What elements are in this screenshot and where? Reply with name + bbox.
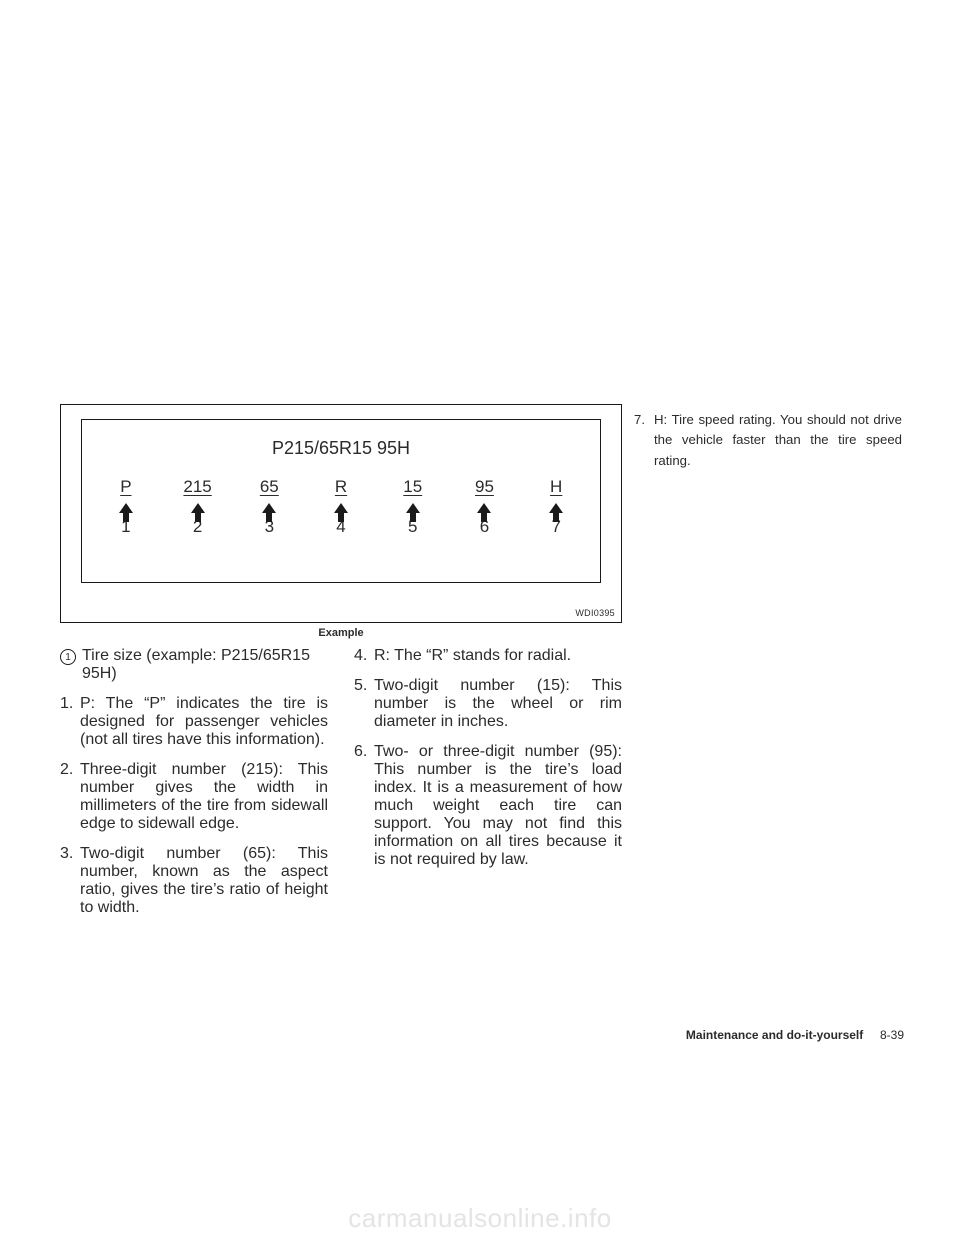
item-number: 2. xyxy=(60,761,80,833)
tire-part: 215 xyxy=(162,477,234,497)
footer-page: 8-39 xyxy=(880,1028,904,1042)
column-1: 1 Tire size (example: P215/65R15 95H) 1.… xyxy=(60,647,328,929)
footer-section: Maintenance and do-it-yourself xyxy=(686,1028,863,1042)
lead-text: Tire size (example: P215/65R15 95H) xyxy=(82,647,328,683)
list-item: 6. Two- or three-digit number (95): This… xyxy=(354,743,622,869)
arrow-up-icon xyxy=(520,503,592,513)
arrow-up-icon xyxy=(90,503,162,513)
tire-part: 15 xyxy=(377,477,449,497)
item-text: P: The “P” indicates the tire is designe… xyxy=(80,695,328,749)
figure-inner-border: P215/65R15 95H P 215 65 R 15 95 H xyxy=(81,419,601,583)
tire-part: 95 xyxy=(449,477,521,497)
arrow-up-icon xyxy=(449,503,521,513)
list-item: 4. R: The “R” stands for radial. xyxy=(354,647,622,665)
item-text: R: The “R” stands for radial. xyxy=(374,647,622,665)
text-columns: 1 Tire size (example: P215/65R15 95H) 1.… xyxy=(60,647,622,929)
tire-part: R xyxy=(305,477,377,497)
item-number: 7. xyxy=(634,410,654,471)
arrow-up-icon xyxy=(233,503,305,513)
watermark: carmanualsonline.info xyxy=(0,1203,960,1234)
figure-code: WDI0395 xyxy=(575,608,615,618)
tire-part: H xyxy=(520,477,592,497)
figure-outer-border: P215/65R15 95H P 215 65 R 15 95 H xyxy=(60,404,622,623)
list-item: 5. Two-digit number (15): This number is… xyxy=(354,677,622,731)
list-item: 3. Two-digit number (65): This number, k… xyxy=(60,845,328,917)
page-footer: Maintenance and do-it-yourself 8-39 xyxy=(686,1028,904,1042)
item-text: H: Tire speed rating. You should not dri… xyxy=(654,410,902,471)
tire-part: P xyxy=(90,477,162,497)
item-number: 1. xyxy=(60,695,80,749)
arrow-up-icon xyxy=(162,503,234,513)
list-item: 2. Three-digit number (215): This number… xyxy=(60,761,328,833)
item-text: Two- or three-digit number (95): This nu… xyxy=(374,743,622,869)
figure-title: P215/65R15 95H xyxy=(82,438,600,459)
tire-part: 65 xyxy=(233,477,305,497)
item-text: Two-digit number (65): This number, know… xyxy=(80,845,328,917)
item-text: Two-digit number (15): This number is th… xyxy=(374,677,622,731)
item-number: 3. xyxy=(60,845,80,917)
column-2: 4. R: The “R” stands for radial. 5. Two-… xyxy=(354,647,622,929)
arrow-up-icon xyxy=(377,503,449,513)
figure-arrows-row xyxy=(82,503,600,513)
column-3: 7. H: Tire speed rating. You should not … xyxy=(634,410,902,483)
lead-line: 1 Tire size (example: P215/65R15 95H) xyxy=(60,647,328,683)
list-item: 1. P: The “P” indicates the tire is desi… xyxy=(60,695,328,749)
item-number: 6. xyxy=(354,743,374,869)
figure-parts-row: P 215 65 R 15 95 H xyxy=(82,477,600,497)
item-number: 4. xyxy=(354,647,374,665)
list-item: 7. H: Tire speed rating. You should not … xyxy=(634,410,902,471)
arrow-up-icon xyxy=(305,503,377,513)
item-text: Three-digit number (215): This number gi… xyxy=(80,761,328,833)
page: 7. H: Tire speed rating. You should not … xyxy=(0,0,960,1242)
circled-number-icon: 1 xyxy=(60,649,76,665)
item-number: 5. xyxy=(354,677,374,731)
figure-block: P215/65R15 95H P 215 65 R 15 95 H xyxy=(60,404,622,929)
figure-caption: Example xyxy=(60,627,622,639)
